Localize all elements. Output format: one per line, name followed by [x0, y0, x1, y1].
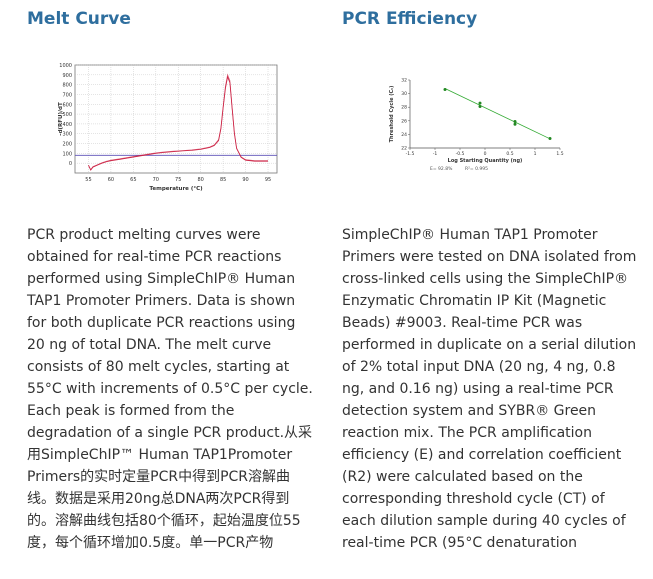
data-point [513, 119, 517, 123]
x-tick-label: 65 [130, 177, 136, 183]
x-tick-label: 85 [220, 177, 226, 183]
x-tick-label: 80 [198, 177, 204, 183]
y-axis-label: -d(RFU)/dT [58, 102, 64, 136]
y-tick-label: 100 [62, 151, 72, 157]
y-tick-label: 900 [62, 73, 72, 79]
y-tick-label: 800 [62, 83, 72, 89]
pcr-efficiency-description: SimpleChIP® Human TAP1 Promoter Primers … [342, 227, 637, 551]
x-tick-label: 60 [108, 177, 114, 183]
x-tick-label: 1 [534, 151, 537, 157]
fit-line [444, 88, 551, 140]
y-tick-label: 30 [401, 91, 407, 97]
x-axis-label: Log Starting Quantity (ng) [448, 158, 523, 164]
r-squared-annotation: R²= 0.995 [465, 166, 488, 172]
melt-curve-chart: 0 100 200 300 400 500 600 700 800 900 1000 55 60 65 70… [58, 63, 278, 192]
x-tick-label: 55 [85, 177, 91, 183]
y-tick-label: 26 [401, 118, 407, 124]
melt-curve-heading: Melt Curve [27, 9, 131, 29]
y-tick-label: 700 [62, 92, 72, 98]
data-point [478, 105, 482, 109]
efficiency-annotation: E= 92.8% [430, 166, 453, 172]
x-tick-label: 75 [175, 177, 181, 183]
y-tick-label: 24 [401, 132, 407, 138]
y-axis-label: Threshold Cycle (Cₜ) [389, 86, 395, 143]
x-tick-label: -1.5 [406, 151, 415, 157]
y-tick-label: 22 [401, 146, 407, 152]
x-tick-label: -0.5 [456, 151, 465, 157]
y-tick-label: 200 [62, 142, 72, 148]
pcr-efficiency-heading: PCR Efficiency [342, 9, 478, 29]
x-tick-label: -1 [433, 151, 438, 157]
x-tick-label: 1.5 [556, 151, 563, 157]
y-tick-label: 32 [401, 78, 407, 84]
y-tick-label: 28 [401, 105, 407, 111]
y-tick-label: 300 [62, 132, 72, 138]
y-tick-label: 500 [62, 112, 72, 118]
x-tick-label: 90 [242, 177, 248, 183]
y-tick-label: 600 [62, 102, 72, 108]
x-axis-label: Temperature (°C) [149, 186, 203, 192]
data-point [548, 136, 552, 140]
pcr-efficiency-chart: 22 24 26 28 30 32 -1.5 -1 -0.5 0 0.5 1 1.5 Log Starti… [389, 78, 564, 173]
x-tick-label: 0 [484, 151, 487, 157]
y-tick-label: 400 [62, 122, 72, 128]
melt-curve-description: PCR product melting curves were obtained… [27, 227, 313, 551]
x-tick-label: 0.5 [506, 151, 513, 157]
data-point [478, 101, 482, 105]
plot-area [74, 64, 278, 174]
data-point [443, 88, 447, 92]
y-tick-label: 1000 [59, 63, 72, 69]
melt-curve-line-2 [88, 73, 268, 171]
x-tick-label: 70 [153, 177, 159, 183]
y-tick-label: 0 [69, 161, 72, 167]
x-tick-label: 95 [265, 177, 271, 183]
data-point [513, 122, 517, 126]
